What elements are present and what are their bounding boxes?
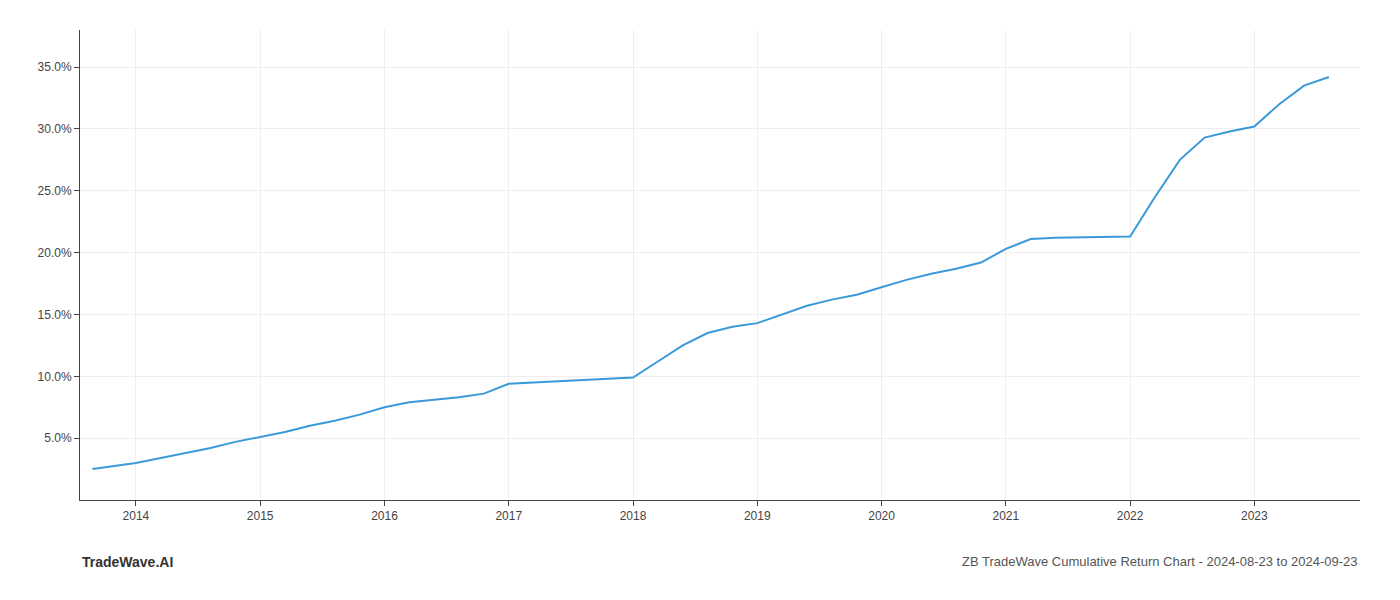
svg-text:2022: 2022 <box>1117 509 1144 523</box>
svg-text:15.0%: 15.0% <box>38 308 72 322</box>
svg-text:5.0%: 5.0% <box>44 431 72 445</box>
svg-text:TradeWave.AI: TradeWave.AI <box>82 554 173 570</box>
svg-text:2014: 2014 <box>123 509 150 523</box>
svg-text:20.0%: 20.0% <box>38 246 72 260</box>
svg-text:30.0%: 30.0% <box>38 122 72 136</box>
svg-text:2019: 2019 <box>744 509 771 523</box>
svg-text:35.0%: 35.0% <box>38 60 72 74</box>
svg-text:10.0%: 10.0% <box>38 370 72 384</box>
svg-text:2018: 2018 <box>620 509 647 523</box>
svg-text:ZB TradeWave Cumulative Return: ZB TradeWave Cumulative Return Chart - 2… <box>962 554 1358 569</box>
svg-text:2015: 2015 <box>247 509 274 523</box>
svg-text:2017: 2017 <box>495 509 522 523</box>
svg-text:2021: 2021 <box>992 509 1019 523</box>
svg-text:25.0%: 25.0% <box>38 184 72 198</box>
svg-text:2023: 2023 <box>1241 509 1268 523</box>
svg-text:2020: 2020 <box>868 509 895 523</box>
svg-text:2016: 2016 <box>371 509 398 523</box>
